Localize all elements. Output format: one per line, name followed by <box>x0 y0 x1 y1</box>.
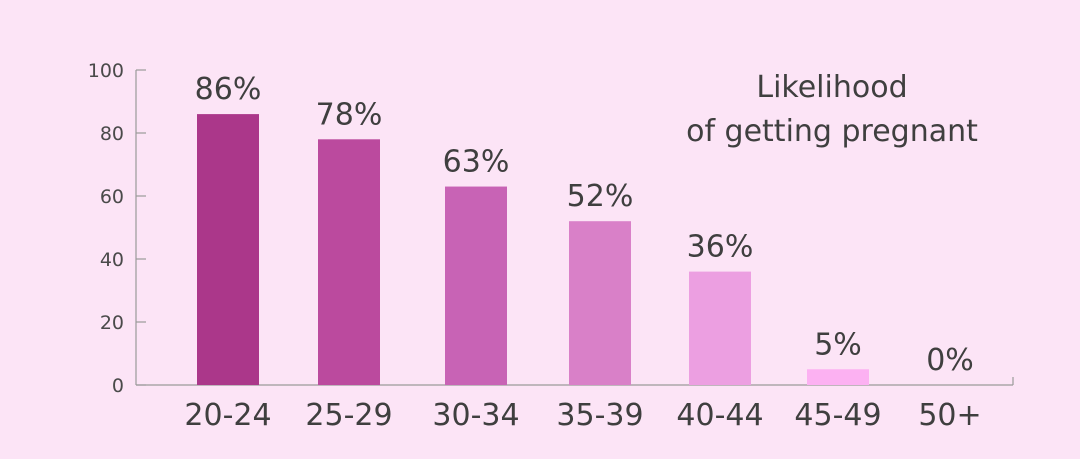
data-label-40-44: 36% <box>687 230 754 265</box>
category-label-25-29: 25-29 <box>305 398 392 433</box>
chart-title-line-2: of getting pregnant <box>686 114 978 149</box>
category-label-30-34: 30-34 <box>432 398 519 433</box>
bar-20-24 <box>197 114 259 385</box>
data-label-25-29: 78% <box>316 97 383 132</box>
bar-30-34 <box>445 186 507 385</box>
bars: 86% 78% 63% 52% 36% 5% 0% <box>195 72 974 385</box>
category-label-50+: 50+ <box>918 398 981 433</box>
y-tick-label: 60 <box>100 186 124 208</box>
bar-40-44 <box>689 271 751 385</box>
data-label-50+: 0% <box>926 343 974 378</box>
category-label-40-44: 40-44 <box>676 398 763 433</box>
bar-25-29 <box>318 139 380 385</box>
bar-45-49 <box>807 369 869 385</box>
y-tick-label: 20 <box>100 312 124 334</box>
category-label-20-24: 20-24 <box>184 398 271 433</box>
chart-title: Likelihood of getting pregnant <box>686 70 978 149</box>
y-tick-label: 0 <box>112 375 124 397</box>
y-tick-label: 100 <box>88 60 124 82</box>
y-tick-label: 40 <box>100 249 124 271</box>
category-label-35-39: 35-39 <box>556 398 643 433</box>
bar-35-39 <box>569 221 631 385</box>
data-label-45-49: 5% <box>814 327 862 362</box>
data-label-20-24: 86% <box>195 72 262 107</box>
chart-title-line-1: Likelihood <box>756 70 907 105</box>
y-tick-label: 80 <box>100 123 124 145</box>
data-label-35-39: 52% <box>567 179 634 214</box>
category-label-45-49: 45-49 <box>794 398 881 433</box>
data-label-30-34: 63% <box>443 145 510 180</box>
y-axis: 0 20 40 60 80 100 <box>88 60 146 397</box>
x-axis: 20-24 25-29 30-34 35-39 40-44 45-49 50+ <box>136 377 1014 433</box>
